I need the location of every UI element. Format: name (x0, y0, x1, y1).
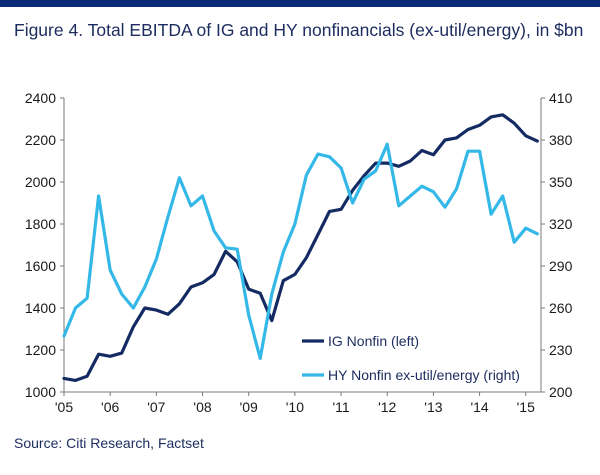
ig-nonfin-line (62, 113, 539, 382)
x-tick-label: '06 (101, 399, 119, 415)
chart-title: Figure 4. Total EBITDA of IG and HY nonf… (14, 20, 584, 40)
x-tick-label: '12 (378, 399, 396, 415)
x-tick-label: '05 (55, 399, 73, 415)
x-tick-label: '10 (286, 399, 304, 415)
axes: 1000 1200 1400 1600 1800 2000 2200 2400 200 230 26… (25, 90, 573, 415)
left-y-tick-label: 2200 (25, 132, 56, 148)
top-accent-bar (0, 0, 600, 7)
x-tick-label: '07 (147, 399, 165, 415)
hy-nonfin-line (62, 142, 539, 360)
x-tick-label: '08 (193, 399, 211, 415)
left-y-tick-label: 1400 (25, 300, 56, 316)
legend-label-hy: HY Nonfin ex-util/energy (right) (328, 367, 520, 383)
source-note: Source: Citi Research, Factset (14, 435, 204, 451)
left-y-tick-label: 1000 (25, 384, 56, 400)
left-y-tick-label: 2400 (25, 90, 56, 106)
right-y-tick-label: 410 (549, 90, 573, 106)
left-y-tick-label: 2000 (25, 174, 56, 190)
series-lines (62, 113, 539, 382)
left-y-tick-label: 1200 (25, 342, 56, 358)
x-tick-label: '11 (332, 399, 349, 415)
legend: IG Nonfin (left) HY Nonfin ex-util/energy… (302, 333, 520, 383)
x-tick-label: '13 (424, 399, 442, 415)
right-y-tick-label: 320 (549, 216, 573, 232)
right-y-tick-label: 290 (549, 258, 573, 274)
left-y-tick-label: 1600 (25, 258, 56, 274)
right-y-tick-label: 230 (549, 342, 573, 358)
right-y-tick-label: 380 (549, 132, 573, 148)
x-tick-label: '09 (240, 399, 258, 415)
right-y-tick-label: 200 (549, 384, 573, 400)
right-y-tick-label: 260 (549, 300, 573, 316)
legend-label-ig: IG Nonfin (left) (328, 333, 419, 349)
left-y-tick-label: 1800 (25, 216, 56, 232)
x-tick-label: '14 (470, 399, 488, 415)
right-y-tick-label: 350 (549, 174, 573, 190)
x-tick-label: '15 (517, 399, 535, 415)
